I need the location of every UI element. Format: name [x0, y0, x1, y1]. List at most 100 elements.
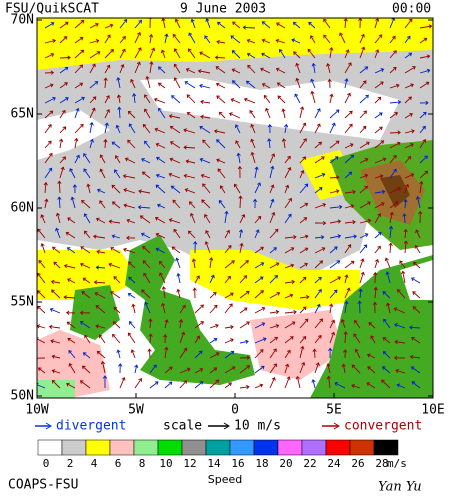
- wind-arrow: [171, 246, 181, 254]
- wind-arrow: [232, 80, 241, 89]
- wind-arrow: [269, 165, 275, 179]
- wind-arrow: [419, 170, 429, 179]
- wind-arrow: [413, 261, 421, 269]
- wind-arrow: [374, 213, 382, 224]
- wind-arrow: [224, 338, 234, 344]
- wind-arrow: [393, 307, 406, 314]
- wind-arrow: [100, 360, 106, 374]
- wind-arrow: [381, 379, 391, 389]
- wind-arrow: [284, 293, 294, 299]
- wind-arrow: [239, 307, 248, 314]
- wind-arrow: [144, 301, 151, 314]
- wind-arrow: [63, 263, 76, 269]
- wind-arrow: [404, 113, 413, 119]
- wind-arrow: [326, 375, 331, 389]
- wind-arrow: [81, 291, 91, 299]
- wind-arrow: [44, 198, 49, 209]
- wind-arrow: [299, 345, 305, 359]
- wind-arrow: [395, 368, 406, 374]
- wind-arrow: [389, 112, 398, 119]
- wind-arrow: [122, 174, 136, 179]
- wind-arrow: [168, 114, 181, 119]
- wind-arrow: [299, 306, 307, 314]
- colorbar-label: 0: [43, 457, 50, 470]
- wind-arrow: [173, 77, 181, 89]
- wind-arrow: [344, 260, 355, 269]
- wind-arrow: [141, 158, 151, 164]
- wind-arrow: [299, 106, 305, 119]
- wind-arrow: [374, 174, 384, 179]
- wind-arrow: [326, 363, 331, 374]
- wind-arrow: [154, 127, 166, 134]
- wind-arrow: [92, 234, 106, 239]
- wind-arrow: [200, 114, 211, 119]
- wind-arrow: [148, 33, 154, 44]
- wind-arrow: [80, 246, 91, 254]
- wind-arrow: [219, 185, 226, 194]
- wind-arrow: [415, 196, 421, 209]
- wind-arrow: [412, 291, 421, 299]
- wind-arrow: [157, 82, 166, 89]
- wind-arrow: [66, 382, 76, 389]
- wind-arrow: [239, 355, 251, 360]
- wind-arrow: [419, 180, 424, 194]
- wind-arrow: [81, 200, 91, 209]
- wind-arrow: [199, 157, 211, 164]
- wind-arrow: [48, 324, 61, 330]
- colorbar-swatch: [61, 439, 87, 456]
- wind-arrow: [254, 337, 267, 344]
- wind-arrow: [215, 66, 226, 74]
- wind-arrow: [37, 356, 46, 361]
- wind-arrow: [216, 95, 226, 104]
- wind-arrow: [202, 183, 211, 194]
- wind-arrow: [329, 234, 342, 239]
- wind-arrow: [134, 19, 142, 29]
- wind-arrow: [209, 352, 220, 359]
- wind-arrow: [44, 70, 55, 75]
- wind-arrow: [74, 123, 84, 134]
- wind-arrow: [112, 333, 121, 344]
- wind-arrow: [209, 323, 219, 329]
- wind-arrow: [161, 286, 166, 299]
- wind-arrow: [292, 21, 301, 29]
- wind-arrow: [68, 363, 76, 374]
- wind-arrow: [404, 18, 413, 29]
- wind-arrow: [389, 154, 397, 164]
- wind-arrow: [239, 242, 244, 254]
- wind-arrow: [213, 129, 226, 134]
- wind-arrow: [235, 140, 241, 149]
- wind-arrow: [359, 80, 367, 89]
- wind-arrow: [359, 173, 369, 179]
- wind-arrow: [409, 354, 421, 360]
- wind-arrow: [311, 379, 316, 389]
- wind-arrow: [299, 234, 309, 239]
- wind-arrow: [179, 331, 186, 344]
- wind-arrow: [192, 287, 197, 299]
- wind-arrow: [164, 346, 169, 359]
- wind-arrow: [205, 230, 211, 239]
- wind-arrow: [197, 69, 211, 74]
- wind-arrow: [295, 62, 301, 74]
- wind-arrow: [179, 347, 188, 359]
- wind-arrow: [284, 279, 296, 285]
- wind-arrow: [57, 180, 62, 194]
- wind-arrow: [284, 234, 297, 240]
- wind-arrow: [209, 274, 215, 284]
- wind-arrow: [96, 351, 106, 359]
- wind-arrow: [119, 35, 126, 44]
- wind-arrow: [218, 199, 226, 209]
- wind-arrow: [141, 171, 151, 179]
- wind-arrow: [284, 376, 291, 389]
- wind-arrow: [59, 166, 65, 179]
- wind-arrow: [127, 139, 136, 149]
- colorbar-label: 12: [183, 457, 196, 470]
- wind-arrow: [261, 21, 271, 29]
- wind-arrow: [44, 123, 52, 134]
- lon-label: 10W: [25, 403, 49, 418]
- wind-arrow: [44, 140, 52, 149]
- wind-arrow: [239, 339, 249, 344]
- wind-arrow: [382, 291, 391, 299]
- wind-arrow: [359, 271, 365, 284]
- wind-arrow: [63, 295, 76, 300]
- wind-arrow: [155, 184, 166, 194]
